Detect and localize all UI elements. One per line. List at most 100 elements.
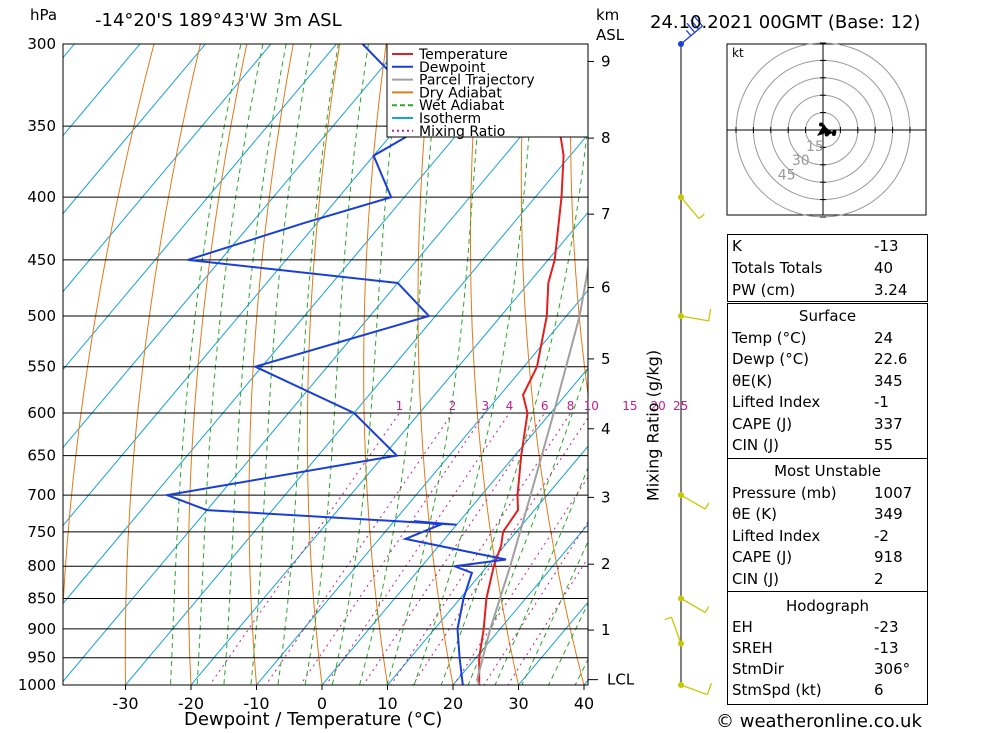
hodograph-point: [824, 132, 829, 137]
km-tick-label: 8: [601, 129, 611, 147]
mixing-ratio-label: 4: [506, 399, 514, 413]
temperature-line: [478, 44, 568, 685]
most-unstable-row: θE (K) 349: [732, 505, 903, 523]
pressure-tick-label: 900: [27, 620, 56, 638]
wet-adiabat-line: [250, 44, 312, 685]
dry-adiabat-line: [938, 7, 1000, 711]
isotherm-line: [63, 44, 338, 371]
mixing-ratio-label: 20: [651, 399, 666, 413]
surface-row: CAPE (J) 337: [732, 415, 903, 433]
wind-barb-flag: [685, 29, 692, 37]
hodograph-row: StmSpd (kt) 6: [732, 681, 884, 699]
pressure-tick-label: 700: [27, 486, 56, 504]
pressure-tick-label: 500: [27, 307, 56, 325]
x-tick-label: 20: [443, 694, 463, 713]
legend-entry: Dry Adiabat: [419, 85, 502, 101]
wind-barb-flag: [690, 19, 700, 30]
hodograph-unit-label: kt: [732, 46, 744, 60]
datetime-title: 24.10.2021 00GMT (Base: 12): [650, 12, 921, 33]
surface-row: Temp (°C) 24: [732, 329, 894, 347]
km-tick-label: 1: [601, 621, 611, 639]
most-unstable-row: Pressure (mb) 1007: [732, 484, 913, 502]
mixing-ratio-label: 3: [481, 399, 489, 413]
km-tick-label: 2: [601, 555, 611, 573]
plot-frame: [62, 43, 589, 686]
pressure-tick-label: 950: [27, 649, 56, 667]
km-unit-label: km: [596, 6, 620, 24]
pressure-tick-label: 450: [27, 251, 56, 269]
mixing-ratio-label: 10: [584, 399, 599, 413]
indices-table: K -13 Totals Totals 40 PW (cm) 3.24: [727, 234, 928, 302]
km-tick-label: 4: [601, 420, 611, 438]
km-tick-label: 7: [601, 205, 611, 223]
isotherm-line: [63, 44, 141, 137]
dry-adiabat-line: [618, 7, 724, 711]
wind-barb: [670, 616, 682, 644]
hodograph-point: [819, 122, 824, 127]
mixing-ratio-label: 8: [567, 399, 575, 413]
mixing-ratio-label: 15: [622, 399, 637, 413]
mixing-ratio-line: [265, 412, 453, 685]
pressure-tick-label: 650: [27, 447, 56, 465]
mixing-ratio-line: [325, 412, 510, 685]
wind-barb-flag: [704, 502, 710, 510]
pressure-tick-label: 550: [27, 358, 56, 376]
wind-barb: [680, 196, 700, 220]
wet-adiabat-line: [413, 44, 537, 685]
surface-row: Dewp (°C) 22.6: [732, 350, 908, 368]
hodograph-ring-label: 45: [778, 167, 796, 183]
mixing-ratio-label: 6: [541, 399, 549, 413]
most-unstable-row: CAPE (J) 918: [732, 548, 903, 566]
wind-barb-flag: [706, 683, 713, 695]
wind-barb-flag: [694, 16, 703, 27]
mixing-ratio-label: 2: [449, 399, 457, 413]
legend-entry: Wet Adiabat: [419, 98, 505, 114]
dry-adiabat-line: [570, 44, 588, 399]
dry-adiabat-line: [983, 7, 1000, 711]
km-tick-label: 5: [601, 350, 611, 368]
pressure-tick-label: 800: [27, 557, 56, 575]
dry-adiabat-line: [470, 44, 520, 685]
dry-adiabat-line: [306, 44, 341, 685]
isotherm-line: [63, 44, 272, 293]
dry-adiabat-line: [520, 44, 585, 685]
x-tick-label: -10: [243, 694, 269, 713]
wind-barb-flag: [664, 616, 672, 621]
hodograph-row: SREH -13: [732, 639, 899, 657]
surface-title: Surface: [798, 307, 857, 325]
most-unstable-title: Most Unstable: [774, 462, 881, 480]
km-tick-label: 9: [601, 52, 611, 70]
mixing-ratio-axis-title: Mixing Ratio (g/kg): [643, 349, 663, 502]
indices-row: PW (cm) 3.24: [732, 281, 908, 299]
wet-adiabat-line: [304, 44, 369, 685]
wind-barb-flag: [698, 213, 705, 220]
hodograph-ring-label: 30: [792, 153, 810, 169]
x-tick-label: 30: [508, 694, 528, 713]
km-tick-label: 3: [601, 488, 611, 506]
pressure-tick-label: 850: [27, 589, 56, 607]
wind-barb-flag: [704, 606, 710, 613]
surface-row: CIN (J) 55: [732, 436, 894, 454]
isotherm-line: [255, 289, 588, 685]
hodograph-table-title: Hodograph: [785, 597, 870, 615]
most-unstable-row: Lifted Index -2: [732, 527, 889, 545]
wind-barb: [680, 494, 706, 510]
isotherm-line: [190, 211, 588, 685]
wet-adiabat-line: [196, 44, 264, 685]
legend-entry: Isotherm: [419, 111, 481, 127]
wind-barb-flag: [707, 308, 712, 321]
x-tick-label: 10: [377, 694, 397, 713]
wind-barb-flag: [686, 22, 696, 33]
pressure-tick-label: 400: [27, 188, 56, 206]
surface-row: Lifted Index -1: [732, 393, 889, 411]
dewpoint-line: [163, 44, 507, 685]
wet-adiabat-line: [169, 44, 242, 685]
x-tick-label: 40: [574, 694, 594, 713]
most-unstable-row: CIN (J) 2: [732, 570, 884, 588]
mixing-ratio-line: [362, 412, 546, 685]
wet-adiabat-line: [223, 44, 287, 685]
pressure-tick-label: 1000: [18, 676, 56, 694]
x-tick-label: -30: [112, 694, 138, 713]
wet-adiabat-line: [277, 44, 339, 685]
mixing-ratio-line: [209, 412, 400, 685]
